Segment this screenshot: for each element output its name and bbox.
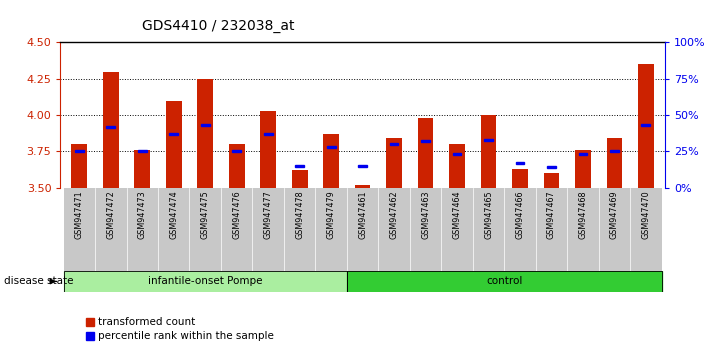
- Bar: [484, 138, 493, 141]
- Bar: [292, 170, 308, 188]
- Text: transformed count: transformed count: [98, 317, 196, 327]
- Text: GSM947477: GSM947477: [264, 190, 273, 239]
- Bar: [347, 271, 662, 292]
- Bar: [567, 188, 599, 271]
- Bar: [232, 150, 241, 153]
- Bar: [103, 72, 119, 188]
- Bar: [166, 101, 181, 188]
- Text: GSM947462: GSM947462: [390, 190, 399, 239]
- Bar: [252, 188, 284, 271]
- Bar: [264, 133, 272, 135]
- Bar: [86, 332, 94, 340]
- Bar: [473, 188, 504, 271]
- Text: GSM947476: GSM947476: [232, 190, 241, 239]
- Text: disease state: disease state: [4, 276, 73, 286]
- Text: GSM947464: GSM947464: [452, 190, 461, 239]
- Bar: [138, 150, 146, 153]
- Bar: [547, 166, 556, 169]
- Text: GSM947470: GSM947470: [641, 190, 651, 239]
- Bar: [347, 188, 378, 271]
- Bar: [86, 318, 94, 326]
- Bar: [453, 153, 461, 155]
- Bar: [284, 188, 316, 271]
- Bar: [63, 271, 347, 292]
- Bar: [63, 188, 95, 271]
- Bar: [641, 124, 651, 126]
- Bar: [198, 79, 213, 188]
- Bar: [107, 126, 115, 128]
- Text: GDS4410 / 232038_at: GDS4410 / 232038_at: [142, 19, 294, 34]
- Bar: [417, 118, 434, 188]
- Bar: [75, 150, 84, 153]
- Bar: [515, 162, 525, 164]
- Bar: [481, 115, 496, 188]
- Text: GSM947463: GSM947463: [421, 190, 430, 239]
- Bar: [295, 165, 304, 167]
- Bar: [347, 271, 662, 292]
- Bar: [324, 134, 339, 188]
- Bar: [378, 188, 410, 271]
- Bar: [544, 173, 560, 188]
- Text: GSM947468: GSM947468: [579, 190, 587, 239]
- Text: GSM947478: GSM947478: [295, 190, 304, 239]
- Bar: [410, 188, 442, 271]
- Bar: [169, 133, 178, 135]
- Bar: [535, 188, 567, 271]
- Bar: [71, 144, 87, 188]
- Bar: [575, 150, 591, 188]
- Bar: [390, 143, 398, 145]
- Bar: [229, 144, 245, 188]
- Bar: [260, 111, 276, 188]
- Text: percentile rank within the sample: percentile rank within the sample: [98, 331, 274, 341]
- Text: GSM947472: GSM947472: [107, 190, 115, 239]
- Text: GSM947471: GSM947471: [75, 190, 84, 239]
- Text: GSM947475: GSM947475: [201, 190, 210, 239]
- Bar: [327, 146, 336, 148]
- Bar: [95, 188, 127, 271]
- Text: control: control: [486, 276, 523, 286]
- Bar: [606, 138, 622, 188]
- Bar: [512, 169, 528, 188]
- Bar: [358, 165, 367, 167]
- Bar: [355, 185, 370, 188]
- Bar: [63, 271, 347, 292]
- Bar: [386, 138, 402, 188]
- Text: GSM947469: GSM947469: [610, 190, 619, 239]
- Bar: [579, 153, 587, 155]
- Text: GSM947465: GSM947465: [484, 190, 493, 239]
- Text: GSM947474: GSM947474: [169, 190, 178, 239]
- Bar: [599, 188, 630, 271]
- Bar: [201, 124, 210, 126]
- Bar: [610, 150, 619, 153]
- Bar: [134, 150, 150, 188]
- Bar: [221, 188, 252, 271]
- Bar: [190, 188, 221, 271]
- Text: GSM947467: GSM947467: [547, 190, 556, 239]
- Bar: [158, 188, 190, 271]
- Bar: [449, 144, 465, 188]
- Text: infantile-onset Pompe: infantile-onset Pompe: [148, 276, 262, 286]
- Bar: [421, 140, 430, 142]
- Text: GSM947466: GSM947466: [515, 190, 525, 239]
- Text: GSM947473: GSM947473: [138, 190, 146, 239]
- Bar: [127, 188, 158, 271]
- Bar: [630, 188, 662, 271]
- Bar: [638, 64, 654, 188]
- Text: GSM947479: GSM947479: [326, 190, 336, 239]
- Bar: [504, 188, 535, 271]
- Bar: [316, 188, 347, 271]
- Bar: [442, 188, 473, 271]
- Text: GSM947461: GSM947461: [358, 190, 367, 239]
